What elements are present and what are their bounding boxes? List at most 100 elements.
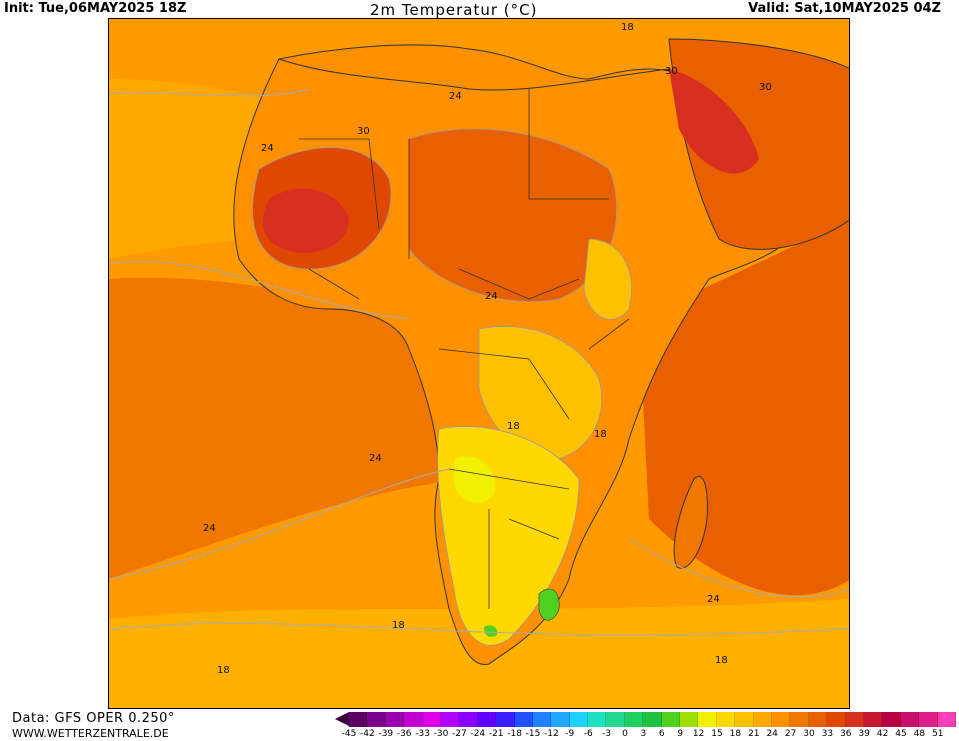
mediterranean-coast: [278, 58, 670, 91]
legend-tick-label: -36: [396, 729, 412, 739]
legend-tick-label: 30: [803, 729, 815, 739]
legend-swatch: [569, 712, 589, 727]
sahara-core-darker: [262, 188, 349, 253]
legend-tick-label: -3: [602, 729, 612, 739]
isotherm-label: 24: [449, 91, 462, 102]
legend-swatch: [532, 712, 552, 727]
legend-tick-label: -15: [525, 729, 541, 739]
color-legend: -45 -42 -39 -36 -33 -30 -27 -24 -21 -18 -15 -12 -9 -6…: [335, 712, 957, 740]
legend-tick-label: -24: [470, 729, 486, 739]
legend-tick-label: 48: [913, 729, 926, 739]
legend-swatch: [882, 712, 901, 727]
legend-swatch: [496, 712, 515, 727]
legend-tick-label: 18: [729, 729, 742, 739]
arabia-hot-core: [669, 69, 759, 174]
legend-tick-label: 39: [858, 729, 870, 739]
legend-swatch: [698, 712, 717, 727]
legend-tick-label: -6: [583, 729, 593, 739]
legend-swatch: [753, 712, 772, 727]
isotherm-label: 30: [665, 66, 678, 77]
map-canvas: [109, 19, 849, 708]
legend-tick-label: 21: [748, 729, 760, 739]
isotherm-label: 18: [392, 620, 405, 631]
atlantic-warm-band: [109, 277, 469, 579]
isotherm-label: 30: [759, 82, 772, 93]
isotherm-label: 24: [369, 453, 382, 464]
isotherm-label: 24: [261, 143, 274, 154]
drakensberg-green: [538, 588, 560, 621]
legend-swatch: [808, 712, 828, 727]
legend-swatch: [735, 712, 754, 727]
cape-green: [484, 625, 498, 637]
legend-tick-label: 33: [821, 729, 834, 739]
legend-swatch: [624, 712, 644, 727]
legend-swatch: [771, 712, 791, 727]
isotherm-label: 18: [715, 655, 728, 666]
legend-swatch: [845, 712, 864, 727]
legend-tick-label: -27: [452, 729, 467, 739]
legend-swatch: [588, 712, 607, 727]
madagascar: [673, 476, 708, 569]
legend-tick-label: -18: [507, 729, 522, 739]
site-link[interactable]: WWW.WETTERZENTRALE.DE: [12, 727, 169, 740]
legend-tick-label: -42: [360, 729, 375, 739]
isotherm-label: 24: [707, 594, 720, 605]
legend-swatch: [716, 712, 736, 727]
legend-swatch: [349, 712, 368, 727]
isotherm-label: 18: [507, 421, 520, 432]
legend-tick-label: 9: [677, 729, 684, 739]
legend-swatch: [606, 712, 625, 727]
legend-swatch: [367, 712, 386, 727]
legend-swatch: [551, 712, 570, 727]
legend-tick-label: 51: [932, 729, 944, 739]
legend-tick-label: -39: [378, 729, 394, 739]
legend-tick-label: -33: [415, 729, 430, 739]
legend-tick-label: 6: [658, 729, 665, 739]
isotherm-label: 24: [203, 523, 216, 534]
legend-tick-label: -9: [565, 729, 575, 739]
legend-swatch: [385, 712, 405, 727]
legend-swatch: [900, 712, 920, 727]
legend-high-arrow: [942, 712, 956, 726]
legend-tick-label: -12: [544, 729, 559, 739]
temperature-map[interactable]: 18 30 30 24 24 30 24 18 18 24 24 24 18 1…: [108, 18, 850, 709]
map-title: 2m Temperatur (°C): [370, 1, 538, 19]
isotherm-label: 18: [621, 22, 634, 33]
legend-swatch: [863, 712, 883, 727]
country-borders: [299, 89, 630, 609]
valid-time: Valid: Sat,10MAY2025 04Z: [748, 1, 941, 16]
legend-low-arrow: [335, 712, 349, 726]
isotherm-label: 30: [357, 126, 370, 137]
legend-swatch: [404, 712, 423, 727]
legend-swatch: [643, 712, 662, 727]
kalahari-yellow: [454, 456, 495, 503]
legend-tick-label: 42: [876, 729, 889, 739]
legend-swatch: [477, 712, 497, 727]
legend-tick-label: -45: [341, 729, 357, 739]
ethiopian-highlands: [583, 238, 632, 320]
legend-swatch: [680, 712, 699, 727]
legend-swatch: [827, 712, 846, 727]
legend-tick-label: 12: [692, 729, 705, 739]
isotherm-label: 18: [594, 429, 607, 440]
legend-color-bar: [349, 712, 956, 727]
legend-tick-label: -30: [433, 729, 449, 739]
legend-tick-label: 3: [640, 729, 647, 739]
legend-tick-label: 24: [766, 729, 778, 739]
legend-swatch: [919, 712, 938, 727]
init-time: Init: Tue,06MAY2025 18Z: [4, 1, 187, 16]
legend-swatch: [661, 712, 681, 727]
isotherm-label: 18: [217, 665, 230, 676]
isotherm-label: 24: [485, 291, 498, 302]
legend-swatch: [514, 712, 533, 727]
legend-tick-label: 45: [895, 729, 907, 739]
legend-swatch: [440, 712, 460, 727]
legend-tick-label: 15: [711, 729, 723, 739]
legend-swatch: [422, 712, 441, 727]
legend-swatch: [459, 712, 478, 727]
legend-tick-label: 27: [784, 729, 797, 739]
isotherm-contours: [109, 88, 849, 636]
legend-tick-label: -21: [488, 729, 504, 739]
legend-swatch: [790, 712, 809, 727]
legend-tick-label: 36: [840, 729, 852, 739]
